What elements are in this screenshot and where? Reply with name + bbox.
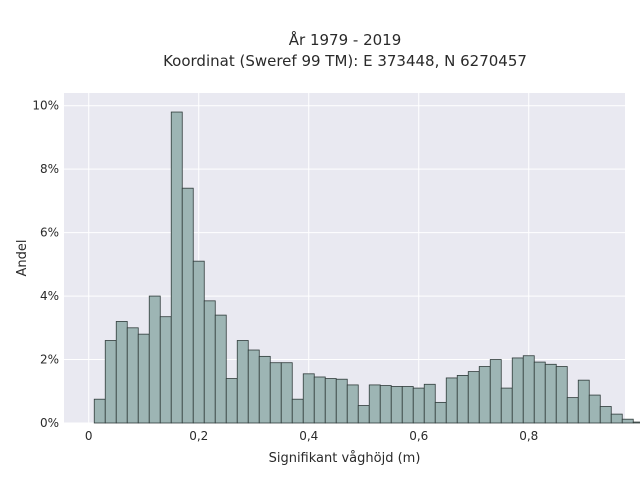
chart-subtitle: Koordinat (Sweref 99 TM): E 373448, N 62… bbox=[163, 52, 527, 70]
histogram-bar bbox=[269, 362, 282, 424]
y-tick-label: 4% bbox=[40, 289, 59, 303]
histogram-bar bbox=[533, 361, 546, 424]
histogram-bar bbox=[456, 375, 469, 424]
histogram-bar bbox=[489, 359, 502, 424]
y-tick-label: 2% bbox=[40, 353, 59, 367]
histogram-bar bbox=[203, 300, 216, 424]
histogram-bar bbox=[324, 378, 337, 424]
chart-title: År 1979 - 2019 bbox=[289, 30, 402, 49]
histogram-bar bbox=[247, 349, 260, 424]
histogram-bar bbox=[192, 260, 205, 424]
y-tick-label: 6% bbox=[40, 226, 59, 240]
histogram-bar bbox=[115, 321, 128, 424]
x-axis-label: Signifikant våghöjd (m) bbox=[269, 451, 421, 466]
histogram-bar bbox=[225, 378, 238, 424]
histogram-bar bbox=[577, 379, 590, 424]
y-tick-label: 10% bbox=[32, 99, 59, 113]
histogram-bar bbox=[390, 386, 403, 424]
histogram-bar bbox=[379, 385, 392, 424]
histogram-bar bbox=[357, 405, 370, 424]
histogram-bar bbox=[137, 333, 150, 424]
y-tick-label: 8% bbox=[40, 162, 59, 176]
x-tick-label: 0,8 bbox=[519, 429, 538, 443]
histogram-bar bbox=[104, 340, 117, 424]
histogram-bar bbox=[434, 401, 447, 424]
histogram-bar bbox=[148, 295, 161, 424]
histogram-bar bbox=[236, 340, 249, 424]
histogram-bar bbox=[555, 366, 568, 424]
histogram-bar bbox=[423, 383, 436, 424]
y-axis-label: Andel bbox=[15, 240, 30, 277]
histogram-bar bbox=[181, 187, 194, 424]
histogram-bar bbox=[588, 394, 601, 424]
histogram-bar bbox=[511, 357, 524, 424]
histogram-bar bbox=[610, 413, 623, 424]
histogram-bar bbox=[621, 418, 634, 424]
histogram-bar bbox=[313, 376, 326, 424]
histogram-bar bbox=[368, 384, 381, 424]
x-tick-label: 0,4 bbox=[299, 429, 318, 443]
x-tick-label: 0,6 bbox=[409, 429, 428, 443]
histogram-bar bbox=[544, 363, 557, 424]
histogram-bar bbox=[126, 327, 139, 424]
x-tick-label: 0,2 bbox=[189, 429, 208, 443]
bars bbox=[93, 111, 640, 424]
histogram-bar bbox=[335, 378, 348, 424]
histogram-bar bbox=[280, 362, 293, 424]
histogram-bar bbox=[214, 314, 227, 424]
histogram-bar bbox=[522, 355, 535, 424]
histogram-bar bbox=[170, 111, 183, 424]
histogram-bar bbox=[478, 366, 491, 424]
histogram-bar bbox=[566, 397, 579, 424]
x-tick-label: 0 bbox=[85, 429, 93, 443]
histogram-bar bbox=[401, 386, 414, 424]
tick-labels: 0 0,2 0,4 0,6 0,8 0% 2% 4% 6% 8% 10% bbox=[32, 99, 538, 443]
histogram-bar bbox=[632, 421, 640, 424]
histogram-bar bbox=[500, 387, 513, 424]
histogram-bar bbox=[291, 398, 304, 424]
histogram-bar bbox=[445, 377, 458, 424]
histogram-bar bbox=[412, 387, 425, 424]
y-tick-label: 0% bbox=[40, 416, 59, 430]
histogram-bar bbox=[258, 355, 271, 424]
histogram-bar bbox=[302, 373, 315, 424]
histogram-bar bbox=[159, 316, 172, 424]
histogram-bar bbox=[599, 406, 612, 424]
histogram-bar bbox=[346, 384, 359, 424]
histogram-bar bbox=[93, 398, 106, 424]
histogram-bar bbox=[467, 371, 480, 424]
